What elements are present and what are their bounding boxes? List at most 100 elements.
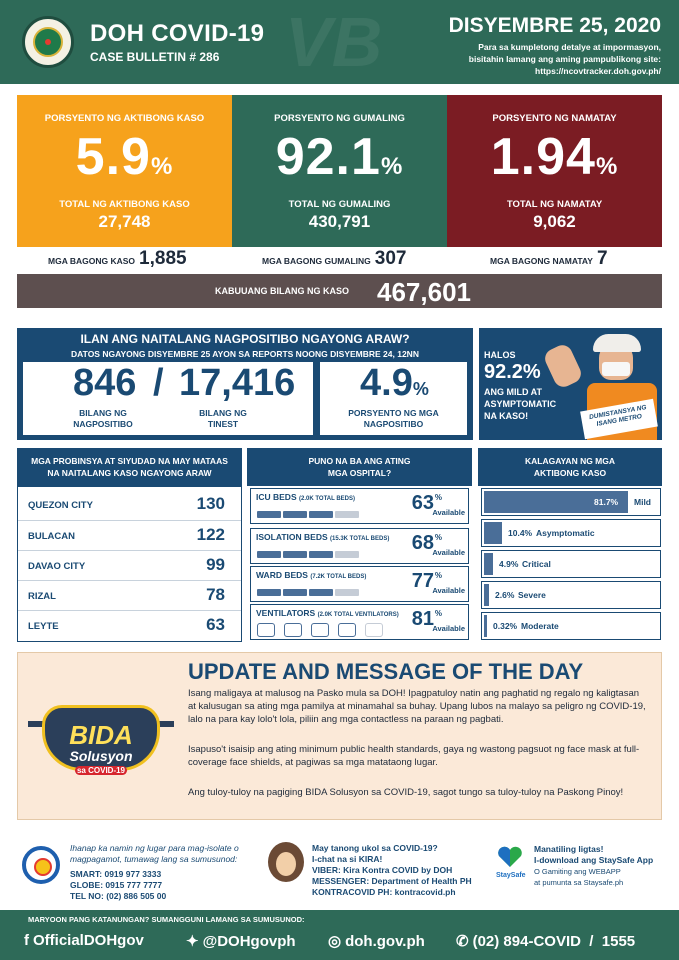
bed-available-percent: 63 <box>411 492 434 514</box>
staysafe-web-link[interactable]: at pumunta sa Staysafe.ph <box>534 878 624 887</box>
positive-label-line: BILANG NG <box>79 408 127 418</box>
bulletin-date: DISYEMBRE 25, 2020 <box>448 14 661 37</box>
positivity-panel: ILAN ANG NAITALANG NAGPOSITIBO NGAYONG A… <box>17 328 473 440</box>
tested-count: 17,416 <box>179 362 296 404</box>
kira-line: May tanong ukol sa COVID-19? <box>312 843 438 853</box>
twitter-link[interactable]: ✦ @DOHgovph <box>186 932 296 950</box>
update-paragraph: Isang maligaya at malusog na Pasko mula … <box>188 688 646 725</box>
bed-icon <box>283 589 307 596</box>
province-name: LEYTE <box>28 621 59 632</box>
province-count: 78 <box>206 585 225 604</box>
provinces-header-line: NA NAITALANG KASO NGAYONG ARAW <box>47 468 212 478</box>
new-deaths-label: MGA BAGONG NAMATAY <box>490 256 593 266</box>
available-label: Available <box>432 548 465 557</box>
website-url: doh.gov.ph <box>345 933 425 950</box>
bed-total: (15.3K TOTAL BEDS) <box>330 536 390 542</box>
positive-tested-box: 846 / 17,416 BILANG NG NAGPOSITIBO BILANG… <box>23 362 313 435</box>
status-percent: 81.7% <box>594 497 619 507</box>
active-total-value: 27,748 <box>98 212 151 231</box>
available-label: Available <box>432 624 465 633</box>
bed-type-label: WARD BEDS (7.2K TOTAL BEDS) <box>256 570 366 580</box>
tested-label-line: TINEST <box>207 419 239 429</box>
status-name: Asymptomatic <box>536 528 595 538</box>
provinces-list: QUEZON CITY 130 BULACAN 122 DAVAO CITY 99 R… <box>17 486 242 642</box>
logo-text: BIDA <box>69 720 133 750</box>
recovered-label: PORSYENTO NG GUMALING <box>274 113 405 124</box>
facebook-icon: f <box>24 932 29 949</box>
header-info-line: bisitahin lamang ang aming pampublikong … <box>468 54 661 64</box>
twitter-handle: @DOHgovph <box>202 933 296 950</box>
active-percent-value: 5.9 <box>75 128 151 186</box>
phone-number: (02) 894-COVID / 1555 <box>472 933 636 950</box>
viber-contact[interactable]: VIBER: Kira Kontra COVID by DOH <box>312 865 453 875</box>
active-cases-card: PORSYENTO NG AKTIBONG KASO 5.9% TOTAL NG… <box>17 95 232 247</box>
bed-type-label: ICU BEDS (2.0K TOTAL BEDS) <box>256 492 355 502</box>
website-link[interactable]: ◎ doh.gov.ph <box>328 932 425 950</box>
new-cases-label: MGA BAGONG KASO <box>48 256 136 266</box>
bed-type: ISOLATION BEDS <box>256 532 328 542</box>
status-percent: 2.6% <box>495 590 515 600</box>
active-status-row: 4.9% Critical <box>481 550 661 578</box>
kontracovid-link[interactable]: KONTRACOVID PH: kontracovid.ph <box>312 887 456 897</box>
available-label: Available <box>432 508 465 517</box>
bed-icon <box>283 551 307 558</box>
smart-number[interactable]: SMART: 0919 977 3333 <box>70 869 162 879</box>
staysafe-text: Manatiling ligtas! I-download ang StaySa… <box>534 844 653 888</box>
tracker-link[interactable]: https://ncovtracker.doh.gov.ph/ <box>535 66 661 76</box>
list-item: DAVAO CITY 99 <box>18 550 241 579</box>
hardhat-icon <box>593 334 641 352</box>
doh-seal-logo <box>22 16 74 68</box>
active-status-header-line: KALAGAYAN NG MGA <box>524 456 616 466</box>
update-paragraph: Ang tuloy-tuloy na pagiging BIDA Solusyo… <box>188 787 624 798</box>
globe-number[interactable]: GLOBE: 0915 777 7777 <box>70 880 163 890</box>
total-cases-bar: KABUUANG BILANG NG KASO 467,601 <box>17 274 662 308</box>
percent-sign: % <box>434 609 442 618</box>
ventilator-icon <box>284 623 302 637</box>
recovered-card: PORSYENTO NG GUMALING 92.1% TOTAL NG GUM… <box>232 95 447 247</box>
status-bar-fill <box>484 522 502 544</box>
ventilator-icon <box>311 623 329 637</box>
tested-label-line: BILANG NG <box>199 408 247 418</box>
bed-icon <box>335 589 359 596</box>
bed-total: (2.0K TOTAL VENTILATORS) <box>317 612 399 618</box>
staysafe-download-link[interactable]: I-download ang StaySafe App <box>534 855 654 865</box>
isolate-line: Ihanap ka namin ng lugar para mag-isolat… <box>70 843 239 853</box>
percent-sign: % <box>434 533 442 542</box>
active-status-row: 0.32% Moderate <box>481 612 661 640</box>
mild-percent: 92.2% <box>484 361 541 383</box>
staysafe-logo-text: StaySafe <box>496 872 526 879</box>
rate-label-line: NAGPOSITIBO <box>363 419 424 429</box>
mild-text: ANG MILD AT ASYMPTOMATIC NA KASO! <box>484 387 557 421</box>
update-title: UPDATE AND MESSAGE OF THE DAY <box>188 659 584 684</box>
percent-sign: % <box>150 153 174 180</box>
globe-icon: ◎ <box>328 933 342 950</box>
new-recovered: MGA BAGONG GUMALING 307 <box>262 248 406 270</box>
percent-sign: % <box>434 493 442 502</box>
logo-text: Solusyon <box>69 748 133 764</box>
province-count: 99 <box>206 555 225 574</box>
messenger-contact[interactable]: MESSENGER: Department of Health PH <box>312 876 472 886</box>
rate-label-line: PORSYENTO NG MGA <box>348 408 439 418</box>
phone-link[interactable]: ✆ (02) 894-COVID / 1555 <box>456 932 635 950</box>
isolate-text: Ihanap ka namin ng lugar para mag-isolat… <box>70 843 239 865</box>
new-recovered-value: 307 <box>374 248 407 269</box>
bed-total: (7.2K TOTAL BEDS) <box>310 574 367 580</box>
bed-icon <box>283 511 307 518</box>
bed-type: WARD BEDS <box>256 570 308 580</box>
new-deaths: MGA BAGONG NAMATAY 7 <box>490 248 608 270</box>
status-name: Moderate <box>521 621 559 631</box>
status-bar-fill <box>484 584 489 606</box>
tel-number[interactable]: TEL NO: (02) 886 505 00 <box>70 891 167 901</box>
bed-icon <box>309 511 333 518</box>
bed-available-percent: 68 <box>411 532 434 554</box>
ventilator-icon <box>365 623 383 637</box>
hospital-bed-row: ICU BEDS (2.0K TOTAL BEDS) 63% Available <box>250 488 469 524</box>
positive-label: BILANG NG NAGPOSITIBO <box>63 408 143 430</box>
kira-avatar <box>268 842 304 882</box>
available-label: Available <box>432 586 465 595</box>
facebook-link[interactable]: f OfficialDOHgov <box>24 932 144 949</box>
bed-type: ICU BEDS <box>256 492 297 502</box>
province-count: 122 <box>196 525 225 544</box>
province-count: 130 <box>196 494 225 513</box>
bed-total: (2.0K TOTAL BEDS) <box>299 496 356 502</box>
